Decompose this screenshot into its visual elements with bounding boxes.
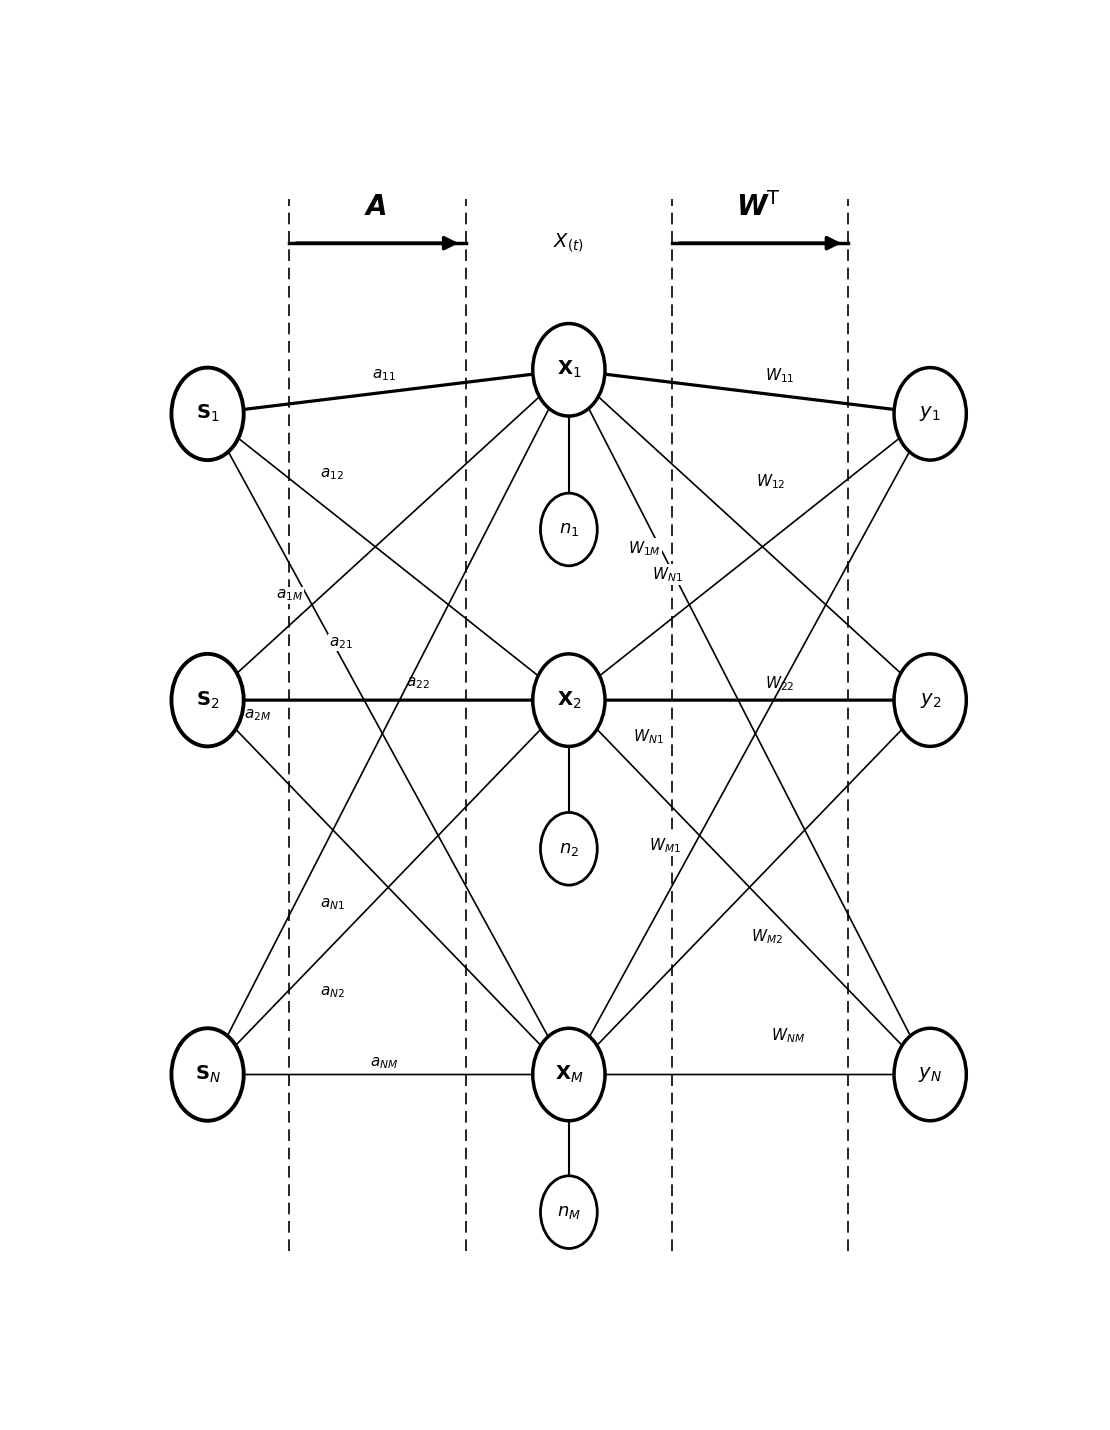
Circle shape bbox=[533, 323, 605, 416]
Text: $a_{21}$: $a_{21}$ bbox=[329, 635, 353, 651]
Circle shape bbox=[533, 654, 605, 746]
Text: $a_{22}$: $a_{22}$ bbox=[406, 676, 431, 692]
Circle shape bbox=[894, 1028, 967, 1121]
Text: $W_{12}$: $W_{12}$ bbox=[756, 473, 786, 492]
Text: $a_{N2}$: $a_{N2}$ bbox=[320, 984, 345, 1000]
Text: $\mathbf{X}_{M}$: $\mathbf{X}_{M}$ bbox=[555, 1064, 583, 1085]
Text: $W_{M1}$: $W_{M1}$ bbox=[649, 837, 682, 855]
Circle shape bbox=[171, 654, 244, 746]
Circle shape bbox=[533, 1028, 605, 1121]
Text: $\mathit{y}_{N}$: $\mathit{y}_{N}$ bbox=[918, 1065, 942, 1084]
Text: $\mathbf{S}_{N}$: $\mathbf{S}_{N}$ bbox=[194, 1064, 221, 1085]
Text: $W_{N1}$: $W_{N1}$ bbox=[633, 726, 664, 746]
Circle shape bbox=[894, 654, 967, 746]
Text: $a_{N1}$: $a_{N1}$ bbox=[320, 897, 345, 912]
Circle shape bbox=[541, 1175, 597, 1248]
Circle shape bbox=[171, 368, 244, 460]
Text: $a_{NM}$: $a_{NM}$ bbox=[370, 1055, 398, 1071]
Text: $W_{N1}$: $W_{N1}$ bbox=[653, 565, 683, 583]
Text: $\mathbf{X}_{2}$: $\mathbf{X}_{2}$ bbox=[556, 689, 582, 711]
Text: $W_{22}$: $W_{22}$ bbox=[765, 675, 795, 694]
Text: $\mathbf{S}_{2}$: $\mathbf{S}_{2}$ bbox=[195, 689, 220, 711]
Text: $\mathit{y}_{2}$: $\mathit{y}_{2}$ bbox=[919, 691, 941, 709]
Text: $W_{NM}$: $W_{NM}$ bbox=[771, 1027, 805, 1045]
Text: $n_{2}$: $n_{2}$ bbox=[558, 839, 579, 858]
Text: $W_{1M}$: $W_{1M}$ bbox=[628, 539, 660, 558]
Text: $a_{1M}$: $a_{1M}$ bbox=[275, 588, 303, 603]
Text: $\mathit{y}_{1}$: $\mathit{y}_{1}$ bbox=[919, 405, 941, 423]
Text: $\boldsymbol{A}$: $\boldsymbol{A}$ bbox=[364, 193, 386, 220]
Text: $n_{1}$: $n_{1}$ bbox=[558, 521, 579, 539]
Text: $\boldsymbol{W}^\mathrm{T}$: $\boldsymbol{W}^\mathrm{T}$ bbox=[736, 192, 780, 222]
Text: $X_{(t)}$: $X_{(t)}$ bbox=[554, 232, 584, 255]
Text: $\mathbf{S}_{1}$: $\mathbf{S}_{1}$ bbox=[195, 403, 220, 425]
Text: $a_{12}$: $a_{12}$ bbox=[321, 466, 344, 482]
Text: $W_{M2}$: $W_{M2}$ bbox=[750, 928, 783, 947]
Text: $a_{2M}$: $a_{2M}$ bbox=[244, 708, 271, 724]
Circle shape bbox=[541, 493, 597, 566]
Text: $n_{M}$: $n_{M}$ bbox=[557, 1203, 581, 1221]
Circle shape bbox=[894, 368, 967, 460]
Text: $\mathbf{X}_{1}$: $\mathbf{X}_{1}$ bbox=[556, 359, 582, 380]
Text: $W_{11}$: $W_{11}$ bbox=[765, 366, 795, 385]
Text: $a_{11}$: $a_{11}$ bbox=[372, 368, 396, 383]
Circle shape bbox=[541, 812, 597, 885]
Circle shape bbox=[171, 1028, 244, 1121]
